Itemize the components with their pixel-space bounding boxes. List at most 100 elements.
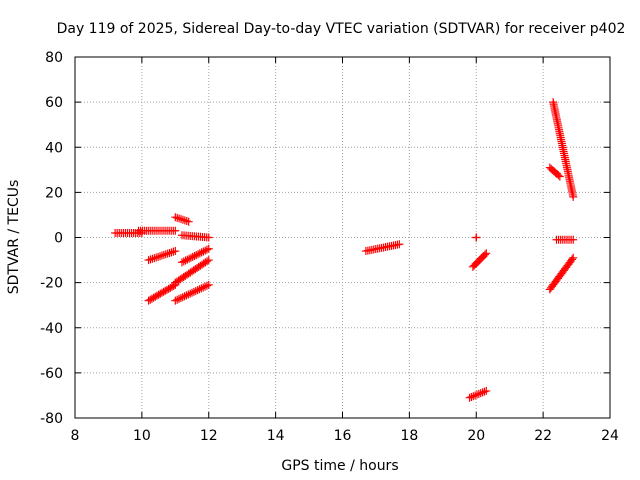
data-point: [184, 290, 193, 299]
chart-title: Day 119 of 2025, Sidereal Day-to-day VTE…: [57, 21, 626, 37]
data-point: [395, 240, 404, 249]
y-tick-label: 40: [45, 140, 63, 156]
data-point: [147, 294, 156, 303]
data-point: [482, 249, 491, 258]
data-point: [176, 294, 185, 303]
y-tick-label: -80: [40, 411, 63, 427]
data-point: [171, 280, 180, 289]
data-point: [480, 387, 489, 396]
data-point: [193, 286, 202, 295]
data-point: [186, 289, 195, 298]
data-point: [197, 284, 206, 293]
data-point: [152, 253, 161, 262]
y-tick-label: 80: [45, 50, 63, 66]
data-point: [188, 288, 197, 297]
data-point: [476, 389, 485, 398]
y-tick-label: -60: [40, 366, 63, 382]
data-point: [162, 285, 171, 294]
data-point: [167, 248, 176, 257]
data-point: [472, 233, 481, 242]
data-point: [156, 289, 165, 298]
data-point: [157, 288, 166, 297]
data-point: [173, 213, 182, 222]
data-point: [171, 213, 180, 222]
data-point: [144, 256, 153, 265]
data-point: [181, 256, 190, 265]
data-point: [152, 291, 161, 300]
data-point: [472, 390, 481, 399]
data-point: [177, 215, 186, 224]
x-tick-label: 24: [601, 428, 619, 444]
data-point: [151, 292, 160, 301]
y-axis-label: SDTVAR / TECUs: [6, 180, 22, 295]
data-point: [202, 281, 211, 290]
y-tick-label: 60: [45, 95, 63, 111]
data-point: [175, 214, 184, 223]
data-point: [173, 295, 182, 304]
data-point: [202, 245, 211, 254]
data-point: [201, 246, 210, 255]
data-point: [182, 291, 191, 300]
data-point: [203, 257, 212, 266]
data-point: [555, 172, 564, 181]
data-point: [482, 386, 491, 395]
data-point: [171, 296, 180, 305]
data-point: [148, 254, 157, 263]
data-point: [192, 251, 201, 260]
data-point: [478, 388, 487, 397]
data-point: [161, 286, 170, 295]
data-point: [569, 235, 578, 244]
data-point: [180, 292, 189, 301]
data-point: [165, 248, 174, 257]
data-point: [178, 293, 187, 302]
data-point: [184, 217, 193, 226]
x-tick-label: 10: [133, 428, 151, 444]
data-point: [199, 283, 208, 292]
data-point: [167, 282, 176, 291]
y-tick-label: 0: [54, 231, 63, 247]
data-point: [480, 250, 489, 259]
x-tick-label: 12: [200, 428, 218, 444]
x-axis-label: GPS time / hours: [281, 458, 398, 474]
data-point: [157, 251, 166, 260]
data-point: [171, 226, 180, 235]
data-point: [204, 244, 213, 253]
data-point: [183, 255, 192, 264]
data-point: [144, 296, 153, 305]
data-point: [150, 254, 159, 263]
x-tick-label: 8: [71, 428, 80, 444]
grid: [75, 57, 610, 418]
data-point: [204, 256, 213, 265]
data-point: [204, 233, 213, 242]
data-point: [159, 287, 168, 296]
data-point: [182, 217, 191, 226]
data-point: [474, 389, 483, 398]
data-point: [171, 247, 180, 256]
data-point: [161, 250, 170, 259]
data-point: [204, 280, 213, 289]
data-point: [467, 392, 476, 401]
data-point: [197, 248, 206, 257]
x-tick-label: 16: [334, 428, 352, 444]
data-point: [159, 250, 168, 259]
x-tick-label: 18: [400, 428, 418, 444]
data-point: [154, 290, 163, 299]
data-point: [471, 391, 480, 400]
data-point: [178, 215, 187, 224]
data-point: [554, 171, 563, 180]
data-point: [569, 192, 578, 201]
data-point: [178, 258, 186, 267]
axis-ticks: 8 10 12 14 16 18 20 22 24 80 60 40 20 0 -20 -40 -60 -80: [40, 50, 619, 444]
data-point: [163, 249, 172, 258]
data-point: [465, 393, 474, 402]
data-point: [180, 216, 189, 225]
data-point: [149, 293, 158, 302]
y-tick-label: 20: [45, 185, 63, 201]
x-tick-label: 20: [467, 428, 485, 444]
data-point: [175, 294, 184, 303]
data-point: [146, 255, 155, 264]
data-point: [166, 283, 175, 292]
data-point: [195, 249, 204, 258]
data-point: [154, 252, 163, 261]
data-point: [469, 392, 478, 401]
